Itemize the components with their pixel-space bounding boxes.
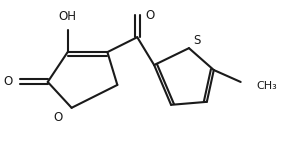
Text: CH₃: CH₃ <box>257 81 277 91</box>
Text: O: O <box>145 9 155 22</box>
Text: OH: OH <box>59 10 77 23</box>
Text: O: O <box>4 75 13 89</box>
Text: S: S <box>193 34 201 47</box>
Text: O: O <box>53 111 62 124</box>
